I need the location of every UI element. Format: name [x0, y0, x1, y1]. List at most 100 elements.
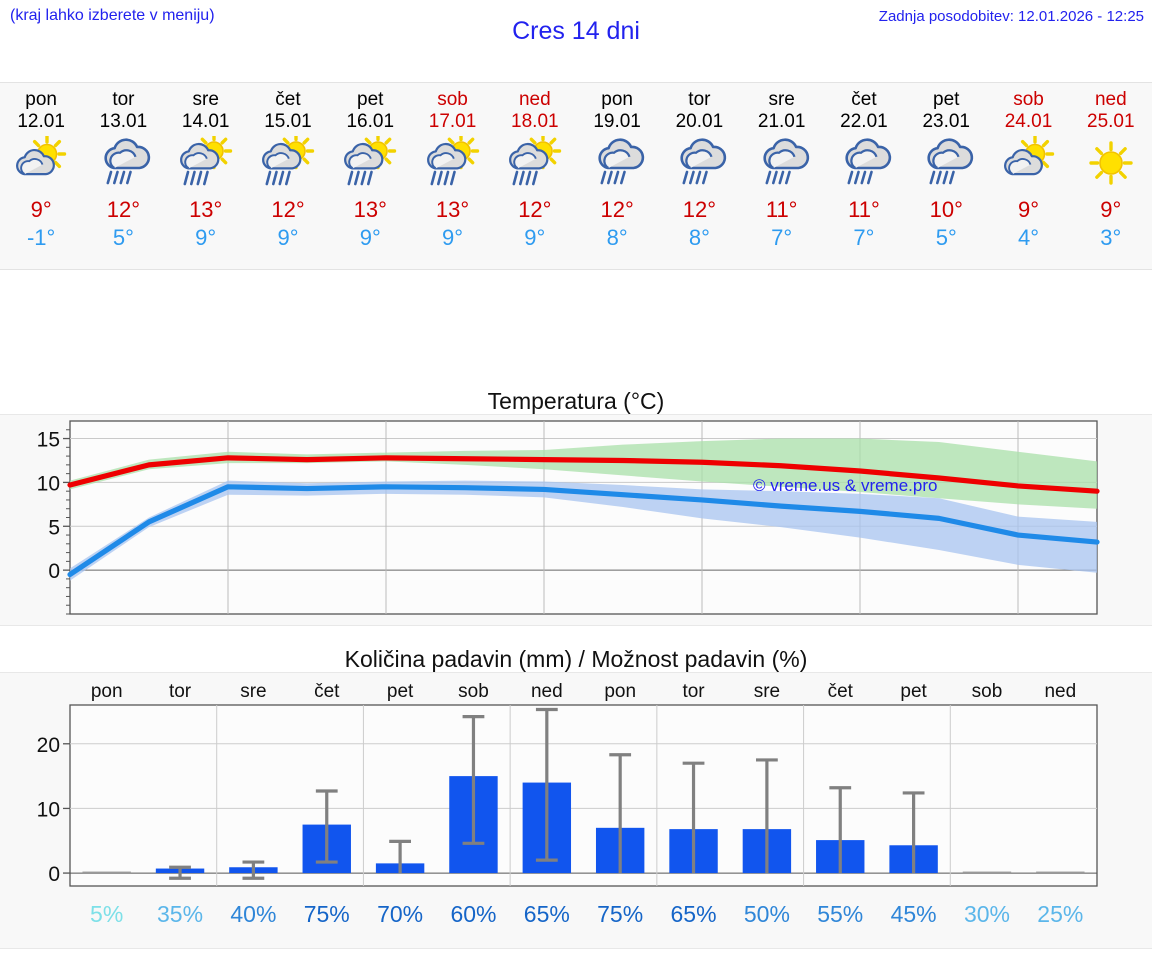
day-of-week: tor [112, 89, 135, 110]
forecast-day-7[interactable]: ned 18.01 12° 9° [494, 83, 576, 269]
day-of-week: pon [601, 89, 633, 110]
forecast-day-1[interactable]: pon 12.01 9° -1° [0, 83, 82, 269]
temp-min: 9° [524, 225, 546, 250]
day-of-week: ned [1094, 89, 1127, 110]
weather-icon-box [987, 136, 1069, 194]
sun-icon [1089, 141, 1133, 185]
temp-max: 12° [106, 197, 141, 222]
forecast-day-10[interactable]: sre 21.01 11° 7° [741, 83, 823, 269]
y-tick-label: 5 [48, 516, 60, 539]
day-date: 21.01 [757, 111, 806, 132]
precip-probability: 5% [90, 901, 123, 927]
precip-probability: 45% [891, 901, 937, 927]
forecast-day-12[interactable]: pet 23.01 10° 5° [905, 83, 987, 269]
precip-day-label: pet [387, 681, 414, 702]
forecast-day-9[interactable]: tor 20.01 12° 8° [658, 83, 740, 269]
weather-icon-box [82, 136, 164, 194]
precipitation-plot-area [69, 704, 1098, 887]
day-of-week: pon [25, 89, 57, 110]
cloud-rain-icon [763, 138, 809, 185]
sun-cloud-rain-icon [508, 136, 562, 186]
precip-day-label: pon [604, 681, 636, 702]
sun-cloud-icon [16, 136, 67, 176]
forecast-day-13[interactable]: sob 24.01 9° 4° [987, 83, 1069, 269]
forecast-day-8[interactable]: pon 19.01 12° 8° [576, 83, 658, 269]
weather-icon-box [905, 136, 987, 194]
last-updated: Zadnja posodobitev: 12.01.2026 - 12:25 [878, 8, 1144, 25]
precip-day-label: sre [754, 681, 780, 702]
sun-cloud-rain-icon [262, 136, 315, 186]
temperature-chart-title: Temperatura (°C) [487, 388, 665, 414]
forecast-day-6[interactable]: sob 17.01 13° 9° [411, 83, 493, 269]
temp-min: 8° [606, 225, 628, 250]
forecast-day-14[interactable]: ned 25.01 9° 3° [1070, 83, 1152, 269]
temp-min: 5° [112, 225, 134, 250]
precip-bar [1036, 871, 1085, 874]
temp-min: 8° [688, 225, 710, 250]
precip-day-label: ned [531, 681, 563, 702]
day-date: 15.01 [264, 111, 312, 132]
menu-hint: (kraj lahko izberete v meniju) [10, 7, 215, 24]
day-of-week: sob [437, 89, 468, 110]
sun-cloud-rain-icon [179, 136, 232, 186]
temp-max: 9° [1100, 197, 1122, 222]
temp-min: 9° [442, 225, 464, 250]
precip-bar [962, 871, 1012, 874]
weather-icon-box [494, 136, 576, 194]
temp-min: 9° [277, 225, 299, 250]
day-date: 25.01 [1087, 111, 1135, 132]
temperature-line [67, 455, 1100, 494]
weather-icon-box [0, 136, 82, 194]
day-date: 19.01 [593, 111, 641, 132]
temp-max: 13° [353, 197, 387, 222]
cloud-rain-icon [680, 138, 727, 185]
precip-day-label: pon [91, 681, 123, 702]
weather-icon-box [823, 136, 905, 194]
temp-min: 7° [853, 225, 875, 250]
day-date: 18.01 [511, 111, 559, 132]
precip-bar [82, 871, 131, 874]
day-date: 23.01 [922, 111, 970, 132]
temperature-band [70, 438, 1097, 509]
weather-icon-box [165, 136, 247, 194]
temp-min: 3° [1100, 225, 1122, 250]
temperature-band [70, 480, 1097, 581]
weather-icon-box [576, 136, 658, 194]
day-date: 13.01 [99, 111, 148, 132]
cloud-rain-icon [598, 138, 645, 185]
temp-max: 9° [1017, 197, 1040, 222]
precip-day-label: sob [972, 681, 1003, 702]
forecast-day-5[interactable]: pet 16.01 13° 9° [329, 83, 411, 269]
weather-icon-box [247, 136, 329, 194]
y-tick-label: 10 [37, 472, 60, 495]
forecast-day-2[interactable]: tor 13.01 12° 5° [82, 83, 164, 269]
weather-icon-box [1070, 136, 1152, 194]
forecast-day-3[interactable]: sre 14.01 13° 9° [165, 83, 247, 269]
precipitation-chart-panel: pon tor sre čet pet sob ned pon tor sre čet pet sob n… [0, 672, 1152, 949]
weather-icon-box [741, 136, 823, 194]
day-of-week: sre [768, 89, 795, 110]
y-tick-label: 0 [48, 560, 60, 583]
precip-probability: 35% [157, 901, 203, 927]
precip-probability: 75% [597, 901, 643, 927]
temp-max: 12° [600, 197, 634, 222]
precip-day-label: tor [682, 681, 705, 702]
precip-day-label: čet [314, 681, 340, 702]
temp-max: 12° [682, 197, 717, 222]
forecast-day-4[interactable]: čet 15.01 12° 9° [247, 83, 329, 269]
day-of-week: sob [1013, 89, 1044, 110]
temp-max: 13° [189, 197, 223, 222]
temp-min: -1° [26, 225, 56, 250]
precip-probability: 30% [964, 901, 1010, 927]
temp-min: 9° [195, 225, 217, 250]
precip-day-label: čet [828, 681, 854, 702]
sun-cloud-rain-icon [426, 136, 479, 186]
page-title: Cres 14 dni [512, 17, 640, 45]
precipitation-chart-title: Količina padavin (mm) / Možnost padavin … [344, 646, 808, 672]
temp-max: 12° [518, 197, 552, 222]
precip-day-label: sre [240, 681, 266, 702]
day-of-week: sre [192, 89, 219, 110]
precip-day-label: pet [900, 681, 927, 702]
forecast-day-11[interactable]: čet 22.01 11° 7° [823, 83, 905, 269]
y-tick-label: 20 [37, 734, 60, 757]
